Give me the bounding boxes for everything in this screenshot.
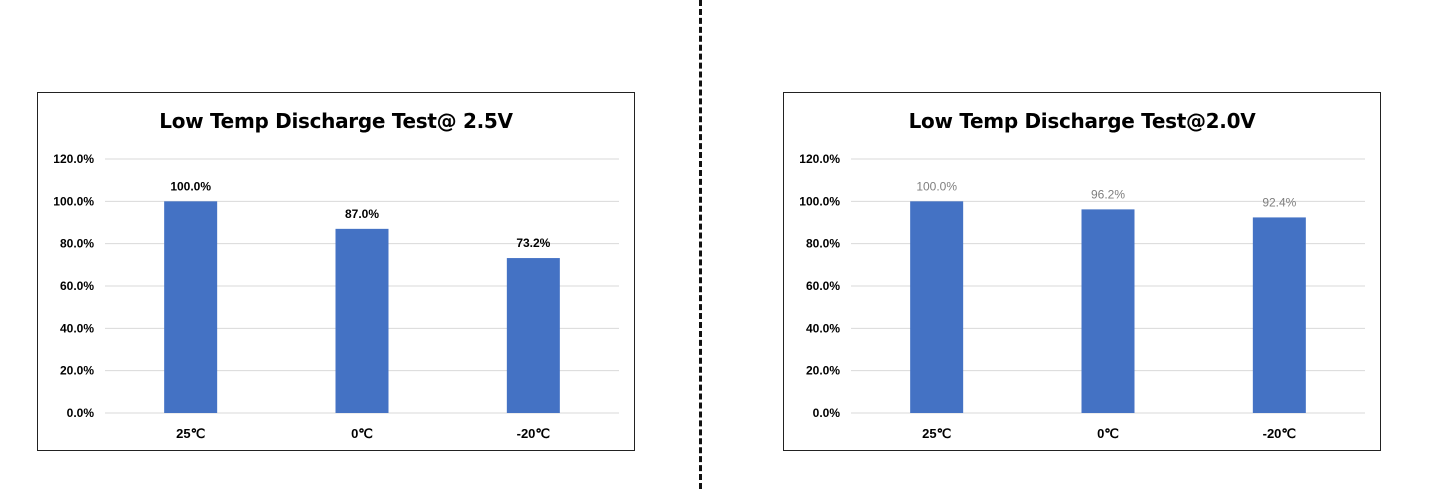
y-tick-label: 60.0% — [60, 279, 94, 293]
x-tick-label: 25℃ — [176, 426, 205, 441]
bar — [164, 201, 218, 413]
y-tick-label: 80.0% — [806, 237, 840, 251]
y-tick-label: 80.0% — [60, 237, 94, 251]
y-tick-label: 0.0% — [67, 406, 95, 420]
y-tick-label: 20.0% — [806, 364, 840, 378]
bar — [335, 228, 389, 413]
data-label: 96.2% — [1091, 187, 1125, 201]
chart-panel-2-5v: Low Temp Discharge Test@ 2.5V 0.0% 20.0% 4… — [37, 92, 635, 451]
y-tick-label: 60.0% — [806, 279, 840, 293]
data-label: 87.0% — [345, 207, 379, 221]
y-tick-label: 20.0% — [60, 364, 94, 378]
data-label: 73.2% — [516, 236, 550, 250]
x-tick-label: 0℃ — [1097, 426, 1119, 441]
y-tick-label: 120.0% — [799, 152, 840, 166]
y-tick-label: 100.0% — [799, 194, 840, 208]
chart-title: Low Temp Discharge Test@ 2.5V — [159, 109, 513, 133]
x-tick-label: -20℃ — [517, 426, 550, 441]
chart-title: Low Temp Discharge Test@2.0V — [908, 109, 1256, 133]
x-tick-label: -20℃ — [1263, 426, 1296, 441]
bar — [1081, 209, 1135, 413]
x-tick-label: 25℃ — [922, 426, 951, 441]
data-label: 100.0% — [170, 179, 211, 193]
y-tick-label: 40.0% — [60, 321, 94, 335]
dashed-divider — [699, 0, 702, 489]
y-tick-label: 100.0% — [53, 194, 94, 208]
data-label: 92.4% — [1262, 195, 1296, 209]
chart-panel-2-0v: Low Temp Discharge Test@2.0V 0.0% 20.0% 40… — [783, 92, 1381, 451]
bar-chart-2-5v: 0.0% 20.0% 40.0% 60.0% 80.0% 100.0% 120.0% 100.… — [53, 152, 619, 441]
data-label: 100.0% — [916, 179, 957, 193]
bar — [506, 258, 560, 413]
y-tick-label: 120.0% — [53, 152, 94, 166]
bar — [910, 201, 964, 413]
bar-chart-2-0v: 0.0% 20.0% 40.0% 60.0% 80.0% 100.0% 120.0% 100.… — [799, 152, 1365, 441]
y-tick-label: 40.0% — [806, 321, 840, 335]
x-tick-label: 0℃ — [351, 426, 373, 441]
bar — [1252, 217, 1306, 413]
y-tick-label: 0.0% — [813, 406, 841, 420]
